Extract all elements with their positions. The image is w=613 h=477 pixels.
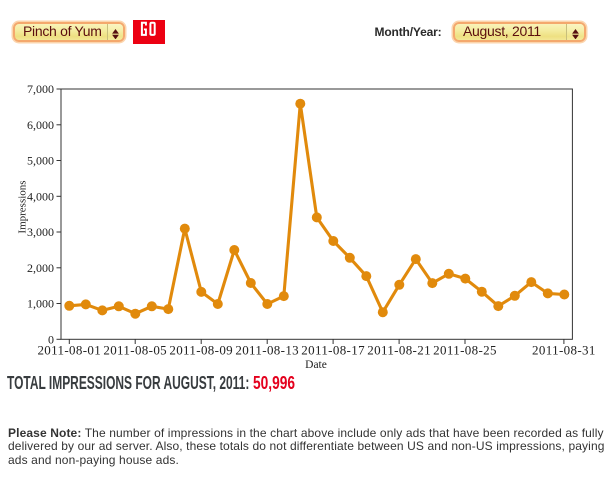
svg-text:2011-08-31: 2011-08-31 — [532, 343, 596, 358]
svg-text:4,000: 4,000 — [27, 189, 54, 203]
svg-text:2011-08-01: 2011-08-01 — [37, 343, 101, 358]
svg-text:6,000: 6,000 — [27, 118, 54, 132]
svg-text:3,000: 3,000 — [27, 225, 54, 239]
svg-text:0: 0 — [48, 332, 54, 346]
svg-text:Impressions: Impressions — [17, 180, 29, 233]
svg-text:1,000: 1,000 — [27, 297, 54, 311]
svg-text:2011-08-13: 2011-08-13 — [235, 343, 299, 358]
svg-text:7,000: 7,000 — [27, 82, 54, 96]
svg-text:Date: Date — [305, 359, 327, 371]
svg-text:2011-08-05: 2011-08-05 — [103, 343, 167, 358]
svg-text:2011-08-25: 2011-08-25 — [433, 343, 497, 358]
svg-text:5,000: 5,000 — [27, 154, 54, 168]
svg-text:2,000: 2,000 — [27, 261, 54, 275]
svg-text:2011-08-09: 2011-08-09 — [169, 343, 233, 358]
svg-text:2011-08-17: 2011-08-17 — [301, 343, 365, 358]
svg-text:2011-08-21: 2011-08-21 — [367, 343, 431, 358]
